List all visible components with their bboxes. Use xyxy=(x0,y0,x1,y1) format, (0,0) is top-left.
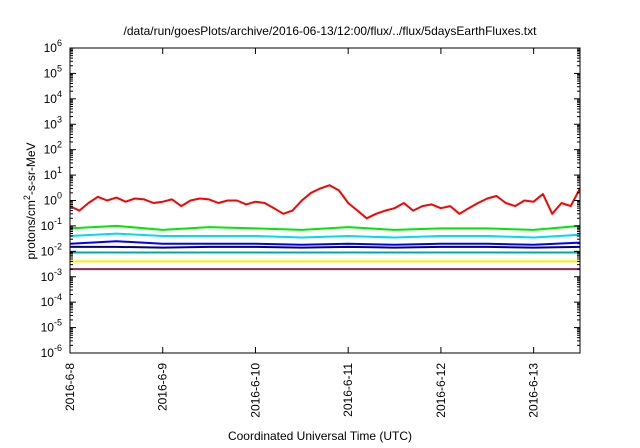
y-tick-label-base: 10 xyxy=(44,168,58,182)
y-tick-label: 10-1 xyxy=(41,216,62,233)
x-tick-label: 2016-6-9 xyxy=(156,363,170,411)
y-axis-label-suffix: -s-sr-MeV xyxy=(24,142,38,195)
y-tick-label-base: 10 xyxy=(41,270,55,284)
series-line-1 xyxy=(69,184,581,220)
y-tick-label-exponent: -4 xyxy=(54,292,62,302)
y-axis-ticks: 10-610-510-410-310-210-11001011021031041… xyxy=(41,38,580,360)
y-tick-label-exponent: 5 xyxy=(57,63,62,73)
y-tick-label-exponent: -2 xyxy=(54,241,62,251)
y-tick-label-base: 10 xyxy=(44,194,58,208)
y-tick-label: 103 xyxy=(44,114,62,131)
y-axis-label: protons/cm2-s-sr-MeV xyxy=(22,142,38,259)
y-tick-label-exponent: -3 xyxy=(54,267,62,277)
chart-title: /data/run/goesPlots/archive/2016-06-13/1… xyxy=(124,24,538,38)
y-tick-label: 10-5 xyxy=(41,318,62,335)
y-tick-label: 105 xyxy=(44,63,62,80)
y-tick-label-base: 10 xyxy=(44,117,58,131)
y-tick-label-exponent: 0 xyxy=(57,191,62,201)
series-line-3 xyxy=(69,232,581,239)
y-tick-label-exponent: 4 xyxy=(57,89,62,99)
y-tick-label-base: 10 xyxy=(41,244,55,258)
x-tick-label: 2016-6-8 xyxy=(63,363,77,411)
y-tick-label: 10-3 xyxy=(41,267,62,284)
series-layer xyxy=(69,184,581,271)
y-tick-label-exponent: 6 xyxy=(57,38,62,48)
y-tick-label: 101 xyxy=(44,165,62,182)
y-tick-label-exponent: 2 xyxy=(57,140,62,150)
y-tick-label: 10-2 xyxy=(41,241,62,258)
y-tick-label-base: 10 xyxy=(44,143,58,157)
y-axis-label-prefix: protons/cm xyxy=(24,200,38,259)
y-tick-label-base: 10 xyxy=(44,41,58,55)
series-line-4 xyxy=(69,240,581,246)
y-tick-label-base: 10 xyxy=(44,92,58,106)
y-tick-label-exponent: 3 xyxy=(57,114,62,124)
y-tick-label-base: 10 xyxy=(44,66,58,80)
x-axis-label: Coordinated Universal Time (UTC) xyxy=(228,429,412,443)
x-tick-label: 2016-6-12 xyxy=(434,363,448,418)
y-tick-label-exponent: -5 xyxy=(54,318,62,328)
y-tick-label-base: 10 xyxy=(41,346,55,360)
x-axis-ticks: 2016-6-8 2016-6-9 2016-6-10 2016-6-11 2016-6… xyxy=(63,48,541,418)
y-tick-label: 102 xyxy=(44,140,62,157)
y-tick-label-exponent: -6 xyxy=(54,343,62,353)
series-line-5 xyxy=(70,245,581,249)
y-tick-label: 106 xyxy=(44,38,62,55)
y-tick-label: 104 xyxy=(44,89,62,106)
y-axis-label-sup: 2 xyxy=(22,195,32,200)
y-tick-label: 10-4 xyxy=(41,292,62,309)
y-tick-label-base: 10 xyxy=(41,321,55,335)
x-tick-label: 2016-6-11 xyxy=(341,363,355,417)
y-tick-label-base: 10 xyxy=(41,295,55,309)
y-tick-label-base: 10 xyxy=(41,219,55,233)
y-tick-label: 10-6 xyxy=(41,343,62,360)
y-tick-label-exponent: -1 xyxy=(54,216,62,226)
x-tick-label: 2016-6-10 xyxy=(248,363,262,418)
y-tick-label: 100 xyxy=(44,191,62,208)
y-tick-label-exponent: 1 xyxy=(57,165,62,175)
x-tick-label: 2016-6-13 xyxy=(527,363,541,418)
series-line-2 xyxy=(69,224,581,231)
